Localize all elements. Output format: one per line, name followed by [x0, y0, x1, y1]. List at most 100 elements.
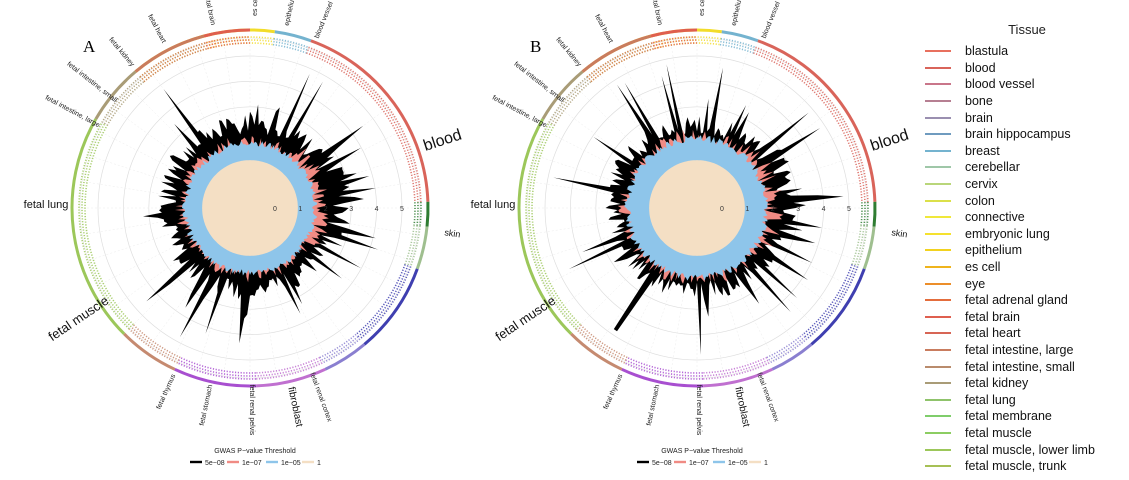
grid-circle — [97, 55, 403, 361]
sector-label-small: fetal kidney — [107, 36, 135, 68]
tissue-dot-band — [528, 123, 579, 328]
tissue-dot-band — [702, 362, 770, 380]
radial-panel: A 0 1 2 3 4 5 blood skin fetal lung fetal muscle fi… — [24, 0, 464, 467]
legend-item: embryonic lung — [925, 226, 1129, 243]
legend-swatch — [925, 332, 951, 335]
tissue-ring-segment — [757, 39, 877, 202]
radial-tick-label: 4 — [375, 206, 379, 213]
legend-item: cervix — [925, 176, 1129, 193]
tissue-dot-band — [308, 46, 422, 203]
sector-label-small: fetal intestine, small — [65, 61, 118, 105]
tissue-dot-band — [132, 324, 181, 359]
legend-label: blastula — [965, 44, 1009, 59]
legend-item: breast — [925, 143, 1129, 160]
legend-swatch — [925, 216, 951, 219]
tissue-dot-band — [404, 225, 415, 265]
sector-label-small: epithelium — [284, 0, 298, 26]
legend-label: bone — [965, 94, 993, 109]
sector-label-small: fetal kidney — [554, 36, 582, 68]
legend-swatch — [925, 465, 951, 468]
sector-label-small: fetal renal cortex — [308, 372, 332, 423]
tissue-legend: Tissue blastula blood blood vessel bone brai… — [925, 22, 1129, 480]
tissue-dot-band — [306, 52, 416, 203]
legend-item: fetal intestine, large — [925, 342, 1129, 359]
legend-swatch — [925, 133, 951, 136]
tissue-ring-segment — [621, 367, 704, 388]
legend-label: fetal adrenal gland — [965, 293, 1068, 308]
tissue-dot-band — [525, 122, 577, 330]
tissue-dot-band — [307, 49, 419, 203]
tissue-dot-band — [719, 43, 754, 54]
radial-tick-label: 5 — [847, 206, 851, 213]
sector-label-small: fetal stomach — [646, 384, 662, 426]
sector-label-small: fetal stomach — [199, 384, 215, 426]
sector-label-small: fetal heart — [146, 14, 167, 45]
legend-swatch — [925, 282, 951, 285]
tissue-dot-band — [255, 359, 322, 377]
sector-label-small: epithelium — [731, 0, 745, 26]
tissue-dot-band — [860, 202, 863, 226]
tissue-ring-segment — [415, 226, 429, 270]
tissue-ring-segment — [810, 268, 866, 346]
legend-label: fetal brain — [965, 309, 1020, 324]
tissue-ring-segment — [425, 201, 430, 227]
legend-item: fetal brain — [925, 309, 1129, 326]
sector-label-small: es cell — [252, 0, 260, 16]
legend-label: fetal muscle, trunk — [965, 459, 1067, 474]
sector-label-small: fetal intestine, large — [491, 95, 548, 130]
panel-label: B — [530, 37, 541, 56]
radial-tick-label: 1 — [298, 206, 302, 213]
tissue-ring-segment — [771, 343, 813, 371]
legend-label: es cell — [965, 260, 1001, 275]
tissue-dot-band — [106, 80, 145, 126]
tissue-dot-band — [206, 39, 251, 47]
sector-label-large: skin — [444, 227, 461, 239]
legend-label: embryonic lung — [965, 226, 1050, 241]
legend-swatch — [925, 448, 951, 451]
sector-label-large: fetal muscle — [492, 293, 558, 344]
tissue-dot-band — [416, 202, 419, 226]
tissue-ring-segment — [581, 32, 661, 73]
legend-label: cerebellar — [965, 160, 1020, 175]
tissue-dot-band — [550, 78, 590, 125]
tissue-dot-band — [177, 362, 256, 380]
legend-label: fetal heart — [965, 326, 1021, 341]
legend-swatch — [925, 66, 951, 69]
tissue-dot-band — [130, 326, 180, 361]
tissue-dot-band — [255, 362, 323, 380]
bottom-legend-title: GWAS P−value Threshold — [661, 448, 743, 455]
tissue-ring-segment — [203, 28, 251, 38]
grid-circle — [526, 37, 868, 379]
tissue-ring-segment — [703, 367, 773, 388]
grid-circle — [79, 37, 421, 379]
sector-label-small: fetal intestine, small — [512, 61, 565, 105]
sector-label-large: fibroblast — [732, 386, 751, 428]
tissue-dot-band — [139, 39, 215, 78]
radial-tick-label: 1 — [745, 206, 749, 213]
sector-label-small: fetal thymus — [603, 373, 625, 411]
legend-label: fetal muscle, lower limb — [965, 442, 1095, 457]
tissue-dot-band — [179, 356, 256, 374]
tissue-dot-band — [419, 202, 422, 226]
legend-item: brain — [925, 109, 1129, 126]
tissue-dot-band — [141, 44, 207, 80]
tissue-dot-band — [702, 359, 769, 377]
legend-item: fetal lung — [925, 391, 1129, 408]
legend-item: fetal adrenal gland — [925, 292, 1129, 309]
legend-swatch — [925, 232, 951, 235]
legend-label: fetal intestine, large — [965, 342, 1074, 357]
sector-label-small: fetal intestine, large — [44, 95, 101, 130]
tissue-ring-segment — [541, 70, 584, 120]
legend-swatch — [925, 183, 951, 186]
tissue-dot-band — [586, 39, 662, 78]
tissue-dot-band — [866, 202, 869, 226]
tissue-ring-segment — [310, 39, 430, 202]
bottom-legend-label: 1e−07 — [242, 460, 262, 467]
tissue-dot-band — [407, 225, 418, 266]
sector-label-large: blood — [421, 127, 463, 155]
radial-tick-label: 3 — [796, 206, 800, 213]
tissue-ring-segment — [650, 28, 698, 38]
sector-label-large: blood — [868, 127, 910, 155]
legend-label: epithelium — [965, 243, 1022, 258]
sector-label-small: fetal renal pelvis — [695, 385, 702, 436]
